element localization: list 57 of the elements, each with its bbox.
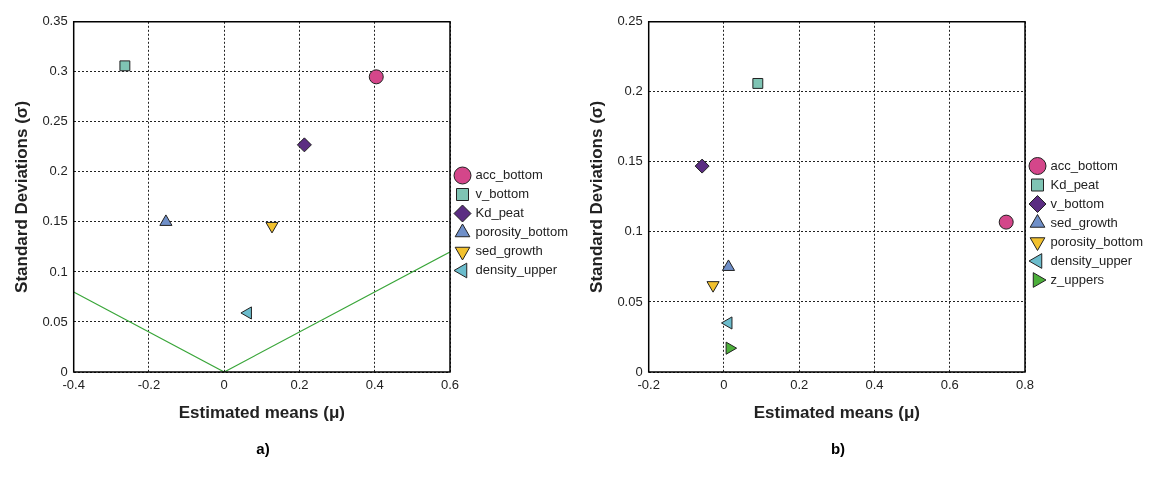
x-tick-label: 0.6 — [940, 377, 959, 393]
y-tick-label: 0.05 — [42, 313, 68, 329]
legend-label: acc_bottom — [475, 167, 543, 183]
point — [725, 341, 738, 355]
y-tick-label: 0 — [635, 363, 643, 379]
point — [998, 214, 1014, 230]
legend-label: v_bottom — [1050, 195, 1104, 211]
point — [706, 281, 720, 293]
x-tick-label: 0 — [720, 377, 728, 393]
legend-label: density_upper — [475, 262, 558, 278]
x-tick-label: 0.6 — [440, 377, 460, 393]
point — [721, 259, 736, 271]
y-axis-title: Standard Deviations (σ) — [11, 100, 31, 293]
point — [694, 158, 710, 174]
text: b) — [829, 440, 847, 457]
point — [368, 69, 384, 85]
legend-label: sed_growth — [475, 243, 543, 259]
text: a) — [255, 440, 271, 457]
legend-label: density_upper — [1050, 252, 1133, 268]
legend-label: acc_bottom — [1050, 157, 1118, 173]
legend-label: porosity_bottom — [1050, 233, 1144, 249]
legend-label: v_bottom — [475, 186, 529, 202]
x-tick-label: 0 — [220, 377, 228, 393]
point — [752, 77, 764, 89]
x-tick-label: 0.2 — [290, 377, 309, 393]
x-tick-label: 0.8 — [1015, 377, 1035, 393]
point — [119, 60, 131, 72]
x-tick-label: 0.4 — [365, 377, 384, 393]
x-tick-label: 0.2 — [790, 377, 809, 393]
x-tick-label: 0.4 — [865, 377, 884, 393]
x-tick-label: -0.2 — [137, 377, 161, 393]
legend-label: porosity_bottom — [475, 224, 569, 240]
y-tick-label: 0.2 — [49, 163, 68, 179]
x-axis-title: Estimated means (μ) — [178, 403, 345, 423]
y-tick-label: 0.25 — [617, 13, 643, 29]
y-axis-title: Standard Deviations (σ) — [586, 100, 606, 293]
x-axis-title: Estimated means (μ) — [753, 403, 920, 423]
point — [240, 306, 252, 320]
legend-label: Kd_peat — [475, 205, 525, 221]
y-tick-label: 0.2 — [624, 83, 643, 99]
y-tick-label: 0.15 — [42, 213, 68, 229]
y-tick-label: 0.15 — [617, 153, 643, 169]
y-tick-label: 0.25 — [42, 113, 68, 129]
y-tick-label: 0.1 — [49, 263, 68, 279]
legend-label: Kd_peat — [1050, 176, 1100, 192]
legend-label: sed_growth — [1050, 214, 1118, 230]
point — [720, 316, 733, 330]
x-tick-label: -0.2 — [637, 377, 660, 393]
y-tick-label: 0.05 — [617, 293, 643, 309]
point — [296, 137, 312, 153]
y-tick-label: 0.35 — [42, 13, 68, 29]
y-tick-label: 0 — [60, 363, 68, 379]
point — [265, 221, 279, 234]
y-tick-label: 0.1 — [624, 223, 643, 239]
y-tick-label: 0.3 — [49, 63, 68, 79]
legend-label: z_uppers — [1050, 271, 1105, 287]
x-tick-label: -0.4 — [62, 377, 85, 393]
